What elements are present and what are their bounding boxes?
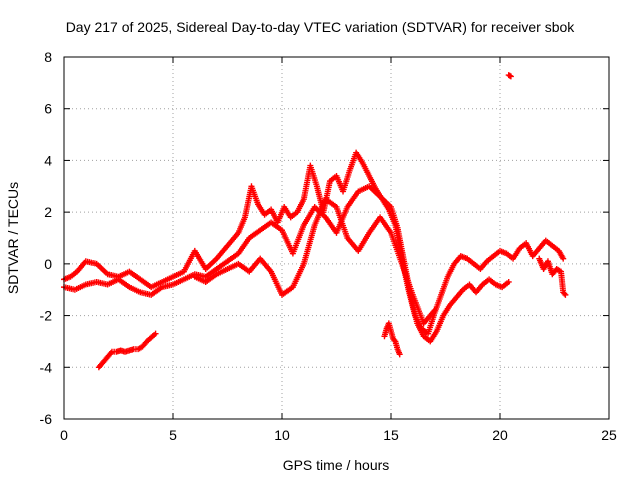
y-tick-label: -6 [40,411,53,427]
data-point [562,291,569,298]
data-points [61,72,569,371]
data-point [107,350,114,357]
data-point [431,307,438,314]
axis-ticks [63,56,610,420]
y-tick-label: 8 [44,49,52,65]
series-early-low-track [95,330,159,371]
grid-lines [64,57,609,419]
y-tick-labels: -6 -4 -2 0 2 4 6 8 [40,49,53,427]
chart-title: Day 217 of 2025, Sidereal Day-to-day VTE… [66,19,576,35]
y-tick-label: 2 [44,204,52,220]
y-axis-label: SDTVAR / TECUs [5,182,21,294]
series-track-lower [191,196,438,327]
data-point [507,73,514,80]
series-tail-22-23 [536,255,569,298]
x-tick-label: 0 [60,427,68,443]
x-tick-label: 5 [169,427,177,443]
x-tick-labels: 0 5 10 15 20 25 [60,427,617,443]
series-dip-near-15 [381,320,403,358]
x-axis-label: GPS time / hours [283,457,390,473]
series-track-upper [61,149,567,337]
y-tick-label: -2 [40,308,53,324]
data-point [560,255,567,262]
series-outlier [505,72,514,80]
y-tick-label: 0 [44,256,52,272]
plot-frame [63,56,610,420]
x-tick-label: 20 [492,427,508,443]
y-tick-label: 6 [44,101,52,117]
y-tick-label: -4 [40,359,53,375]
data-point [561,290,568,297]
data-point [505,278,512,285]
data-point [152,330,159,337]
data-point [391,337,398,344]
x-tick-label: 15 [383,427,399,443]
series-track-middle [61,183,512,345]
x-tick-label: 25 [601,427,617,443]
y-tick-label: 4 [44,152,52,168]
data-point [396,351,403,358]
x-tick-label: 10 [274,427,290,443]
